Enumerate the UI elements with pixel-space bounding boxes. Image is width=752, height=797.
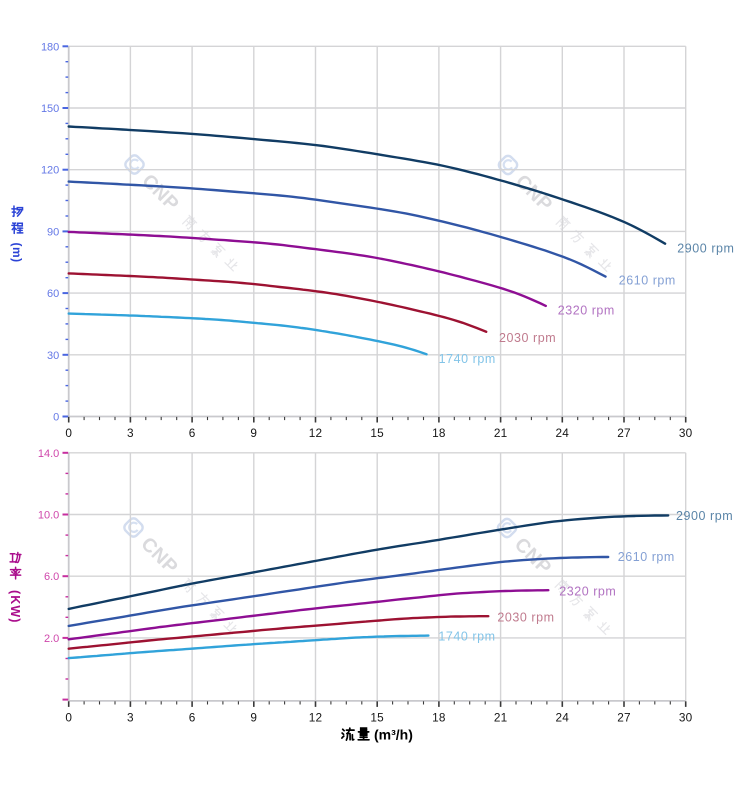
svg-text:2900 rpm: 2900 rpm — [677, 241, 734, 255]
svg-text:2900 rpm: 2900 rpm — [676, 509, 733, 523]
svg-text:60: 60 — [47, 288, 59, 300]
svg-text:27: 27 — [617, 426, 631, 440]
svg-text:2320 rpm: 2320 rpm — [559, 585, 616, 599]
svg-text:150: 150 — [41, 103, 59, 115]
svg-text:6: 6 — [189, 426, 196, 440]
svg-text:1740 rpm: 1740 rpm — [438, 630, 495, 644]
svg-text:0: 0 — [65, 711, 72, 725]
svg-text:21: 21 — [494, 711, 508, 725]
svg-text:2610 rpm: 2610 rpm — [618, 550, 675, 564]
svg-text:12: 12 — [309, 426, 323, 440]
svg-text:30: 30 — [679, 426, 693, 440]
svg-text:180: 180 — [41, 41, 59, 53]
svg-text:15: 15 — [370, 426, 384, 440]
svg-text:24: 24 — [556, 426, 570, 440]
svg-text:3: 3 — [127, 711, 134, 725]
svg-text:27: 27 — [617, 711, 631, 725]
svg-text:18: 18 — [432, 711, 446, 725]
svg-text:120: 120 — [41, 165, 59, 177]
svg-text:2610 rpm: 2610 rpm — [619, 274, 676, 288]
svg-text:2030 rpm: 2030 rpm — [497, 610, 554, 624]
svg-text:21: 21 — [494, 426, 508, 440]
svg-text:(KW): (KW) — [8, 590, 22, 624]
svg-text:24: 24 — [556, 711, 570, 725]
svg-text:30: 30 — [47, 350, 59, 362]
svg-text:6.0: 6.0 — [44, 571, 59, 583]
svg-text:(m): (m) — [10, 243, 24, 263]
svg-text:1740 rpm: 1740 rpm — [439, 352, 496, 366]
svg-text:2030 rpm: 2030 rpm — [499, 331, 556, 345]
svg-text:6: 6 — [189, 711, 196, 725]
svg-text:15: 15 — [370, 711, 384, 725]
svg-text:(m³/h): (m³/h) — [374, 727, 413, 743]
svg-text:10.0: 10.0 — [38, 510, 59, 522]
svg-text:12: 12 — [309, 711, 323, 725]
svg-text:9: 9 — [250, 711, 257, 725]
svg-text:9: 9 — [250, 426, 257, 440]
svg-text:0: 0 — [53, 412, 59, 424]
svg-text:90: 90 — [47, 226, 59, 238]
svg-text:2320 rpm: 2320 rpm — [558, 303, 615, 317]
svg-text:3: 3 — [127, 426, 134, 440]
svg-text:14.0: 14.0 — [38, 448, 59, 460]
svg-text:18: 18 — [432, 426, 446, 440]
svg-text:0: 0 — [65, 426, 72, 440]
svg-text:30: 30 — [679, 711, 693, 725]
svg-text:2.0: 2.0 — [44, 633, 59, 645]
